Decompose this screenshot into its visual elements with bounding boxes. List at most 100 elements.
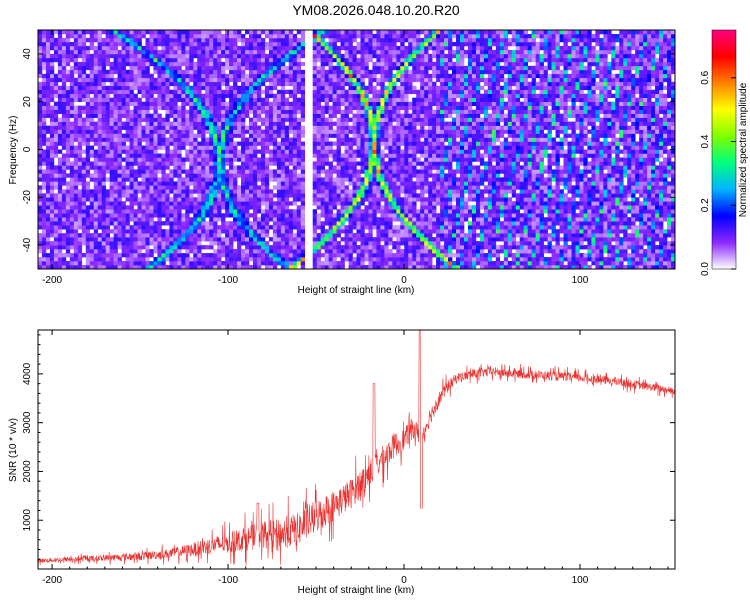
spectrogram-cell <box>599 221 604 226</box>
spectrogram-cell <box>368 165 373 170</box>
spectrogram-cell <box>205 197 210 202</box>
spectrogram-cell <box>85 145 91 150</box>
spectrogram-cell <box>252 237 258 242</box>
spectrogram-cell <box>157 161 162 166</box>
spectrogram-cell <box>667 209 672 214</box>
spectrogram-cell <box>89 241 95 246</box>
spectrogram-cell <box>627 245 632 250</box>
spectrogram-cell <box>49 133 55 138</box>
spectrogram-cell <box>424 157 429 162</box>
spectrogram-cell <box>61 265 67 270</box>
spectrogram-cell <box>41 253 47 258</box>
spectrogram-cell <box>448 225 453 230</box>
spectrogram-cell <box>543 137 548 142</box>
spectrogram-cell <box>49 193 55 198</box>
spectrogram-cell <box>460 229 465 234</box>
spectrogram-cell <box>627 165 632 170</box>
spectrogram-cell <box>328 133 333 138</box>
spectrogram-cell <box>129 249 134 254</box>
spectrogram-cell <box>643 241 648 246</box>
spectrogram-cell <box>336 169 341 174</box>
spectrogram-cell <box>463 165 469 170</box>
spectrogram-cell <box>663 145 668 150</box>
spectrogram-cell <box>408 193 413 198</box>
spectrogram-cell <box>101 141 106 146</box>
spectrogram-cell <box>73 173 79 178</box>
spectrogram-cell <box>41 221 47 226</box>
spectrogram-cell <box>93 149 99 154</box>
spectrogram-cell <box>209 265 214 270</box>
spectrogram-cell <box>400 201 405 206</box>
spectrogram-cell <box>372 249 377 254</box>
spectrogram-cell <box>348 197 353 202</box>
spectrogram-cell <box>105 253 110 258</box>
spectrogram-cell <box>69 241 75 246</box>
spectrogram-cell <box>221 177 226 182</box>
spectrogram-cell <box>316 253 321 258</box>
spectrogram-cell <box>384 257 389 262</box>
spectrogram-cell <box>205 169 210 174</box>
spectrogram-cell <box>635 225 640 230</box>
spectrogram-cell <box>440 133 445 138</box>
spectrogram-cell <box>543 141 548 146</box>
spectrogram-cell <box>424 149 429 154</box>
spectrogram-cell <box>412 145 417 150</box>
spectrogram-cell <box>121 229 126 234</box>
spectrogram-cell <box>667 229 672 234</box>
spectrogram-cell <box>368 229 373 234</box>
spectrogram-cell <box>336 265 341 270</box>
spectrogram-cell <box>547 173 552 178</box>
spectrogram-cell <box>225 185 230 190</box>
spectrogram-cell <box>412 233 417 238</box>
spectrogram-cell <box>245 181 250 186</box>
spectrogram-cell <box>583 253 588 258</box>
spectrogram-cell <box>428 201 433 206</box>
spectrogram-cell <box>364 185 369 190</box>
spectrogram-cell <box>503 169 509 174</box>
spectrogram-cell <box>571 157 576 162</box>
spectrogram-cell <box>276 185 282 190</box>
spectrogram-cell <box>595 245 600 250</box>
spectrogram-cell <box>201 137 206 142</box>
spectrogram-cell <box>181 161 186 166</box>
spectrogram-cell <box>340 237 345 242</box>
spectrogram-cell <box>444 177 449 182</box>
spectrogram-cell <box>209 209 214 214</box>
spectrogram-cell <box>527 177 532 182</box>
spectrogram-cell <box>559 181 564 186</box>
spectrogram-cell <box>380 169 385 174</box>
spectrogram-cell <box>547 225 552 230</box>
spectrogram-cell <box>61 201 67 206</box>
spectrogram-cell <box>519 197 525 202</box>
spectrogram-cell <box>432 209 437 214</box>
spectrogram-cell <box>161 201 166 206</box>
spectrogram-cell <box>591 197 596 202</box>
spectrogram-cell <box>133 145 138 150</box>
spectrogram-cell <box>631 185 636 190</box>
spectrogram-cell <box>595 193 600 198</box>
spectrogram-cell <box>591 245 596 250</box>
spectrogram-cell <box>229 181 234 186</box>
spectrogram-cell <box>41 185 47 190</box>
spectrogram-cell <box>197 197 202 202</box>
spectrogram-cell <box>611 265 616 270</box>
spectrogram-cell <box>233 165 238 170</box>
spectrogram-cell <box>213 141 218 146</box>
spectrogram-cell <box>424 181 429 186</box>
spectrogram-cell <box>137 153 142 158</box>
spectrogram-cell <box>408 241 413 246</box>
spectrogram-cell <box>189 257 194 262</box>
spectrogram-cell <box>436 189 441 194</box>
spectrogram-cell <box>65 253 71 258</box>
spectrogram-cell <box>229 149 234 154</box>
spectrogram-cell <box>372 193 377 198</box>
spectrogram-cell <box>93 169 99 174</box>
spectrogram-cell <box>547 201 552 206</box>
spectrogram-cell <box>181 181 186 186</box>
spectrogram-cell <box>531 133 536 138</box>
spectrogram-cell <box>404 265 409 270</box>
spectrogram-cell <box>412 197 417 202</box>
spectrogram-cell <box>117 169 122 174</box>
spectrogram-cell <box>471 157 477 162</box>
spectrogram-cell <box>543 261 548 266</box>
